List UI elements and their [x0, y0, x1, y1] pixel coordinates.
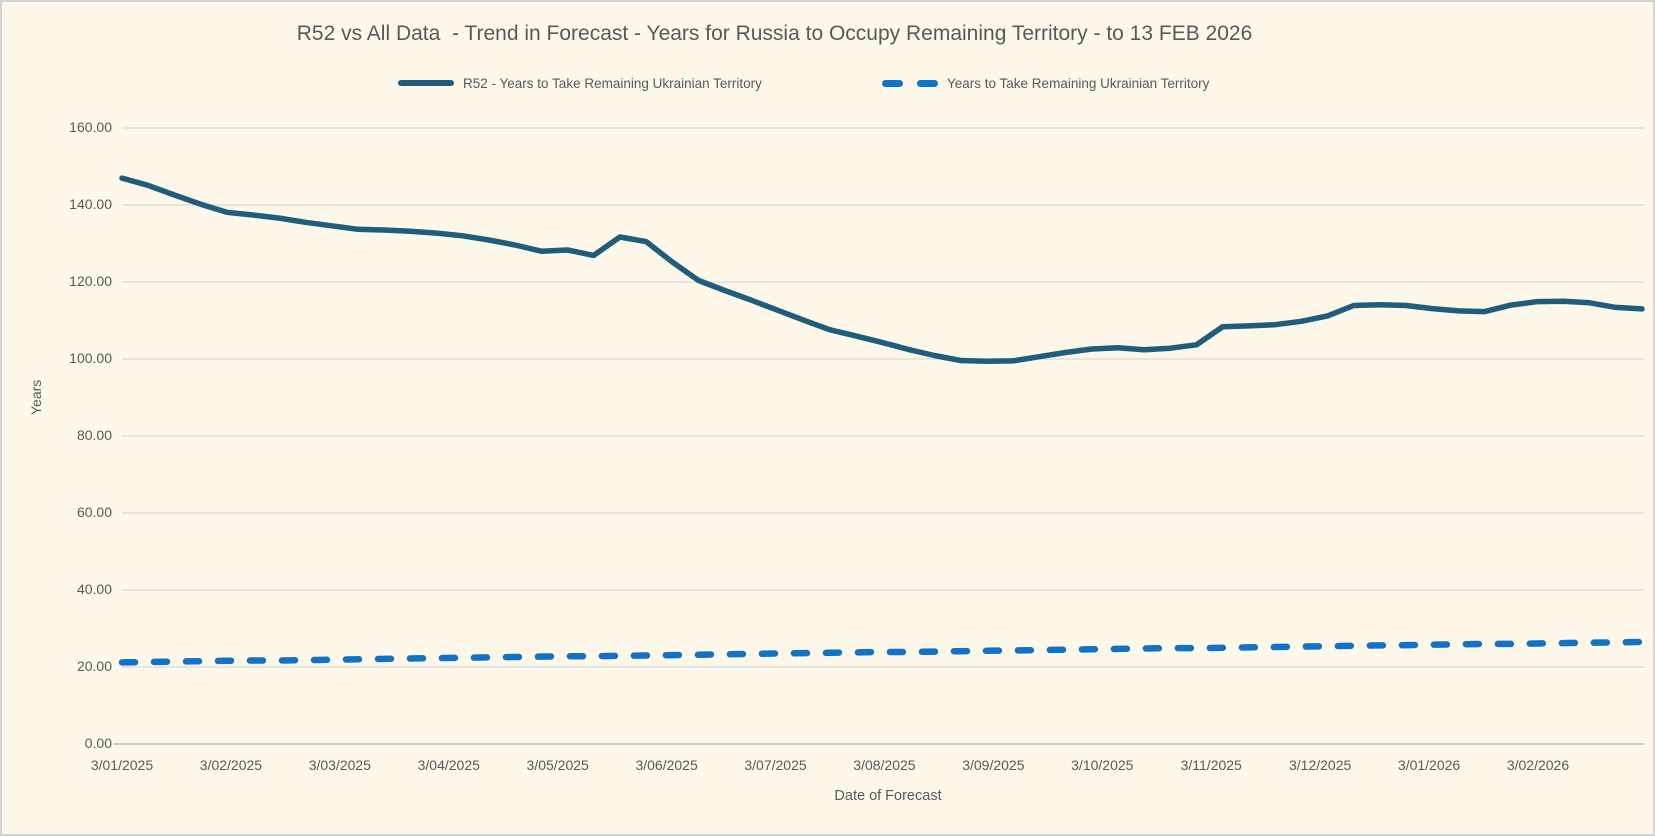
dash-segment: [917, 79, 938, 87]
x-tick-label: 3/02/2025: [199, 757, 263, 773]
x-axis-title: Date of Forecast: [834, 788, 942, 804]
y-tick-label: 120.00: [69, 273, 112, 289]
y-tick-label: 100.00: [69, 350, 112, 366]
y-tick-label: 40.00: [76, 581, 112, 597]
x-tick-label: 3/05/2025: [526, 757, 589, 773]
y-tick-label: 160.00: [69, 119, 112, 135]
x-tick-label: 3/01/2025: [90, 757, 154, 773]
series-line-r52[interactable]: [119, 175, 1645, 365]
x-tick-label: 3/01/2026: [1397, 757, 1461, 773]
x-tick-label: 3/04/2025: [417, 757, 480, 773]
legend-label-all-data: Years to Take Remaining Ukrainian Territ…: [947, 75, 1210, 91]
x-tick-label: 3/12/2025: [1288, 757, 1352, 773]
legend-item-all-data[interactable]: Years to Take Remaining Ukrainian Territ…: [882, 73, 1209, 93]
y-tick-label: 0.00: [84, 735, 112, 751]
legend-label-r52: R52 - Years to Take Remaining Ukrainian …: [463, 75, 762, 91]
x-tick-label: 3/07/2025: [744, 757, 807, 773]
x-tick-label: 3/03/2025: [308, 757, 371, 773]
y-tick-label: 140.00: [69, 196, 112, 212]
solid-line-marker: [398, 80, 454, 86]
x-tick-label: 3/10/2025: [1071, 757, 1134, 773]
x-tick-label: 3/06/2025: [635, 757, 698, 773]
dash-segment: [882, 79, 903, 87]
gridlines: [114, 127, 1644, 745]
series-lines: [118, 175, 1646, 666]
dashed-line-marker: [882, 79, 938, 87]
y-tick-label: 60.00: [76, 504, 112, 520]
chart-title: R52 vs All Data - Trend in Forecast - Ye…: [296, 22, 1253, 45]
legend: R52 - Years to Take Remaining Ukrainian …: [2, 73, 1653, 95]
legend-item-r52[interactable]: R52 - Years to Take Remaining Ukrainian …: [398, 73, 762, 93]
x-tick-label: 3/08/2025: [853, 757, 916, 773]
x-tick-label: 3/09/2025: [962, 757, 1025, 773]
x-tick-label: 3/02/2026: [1506, 757, 1570, 773]
x-tick-label: 3/11/2025: [1180, 757, 1242, 773]
y-tick-label: 20.00: [76, 658, 112, 674]
series-line-all-data[interactable]: [118, 638, 1646, 666]
y-tick-label: 80.00: [76, 427, 112, 443]
